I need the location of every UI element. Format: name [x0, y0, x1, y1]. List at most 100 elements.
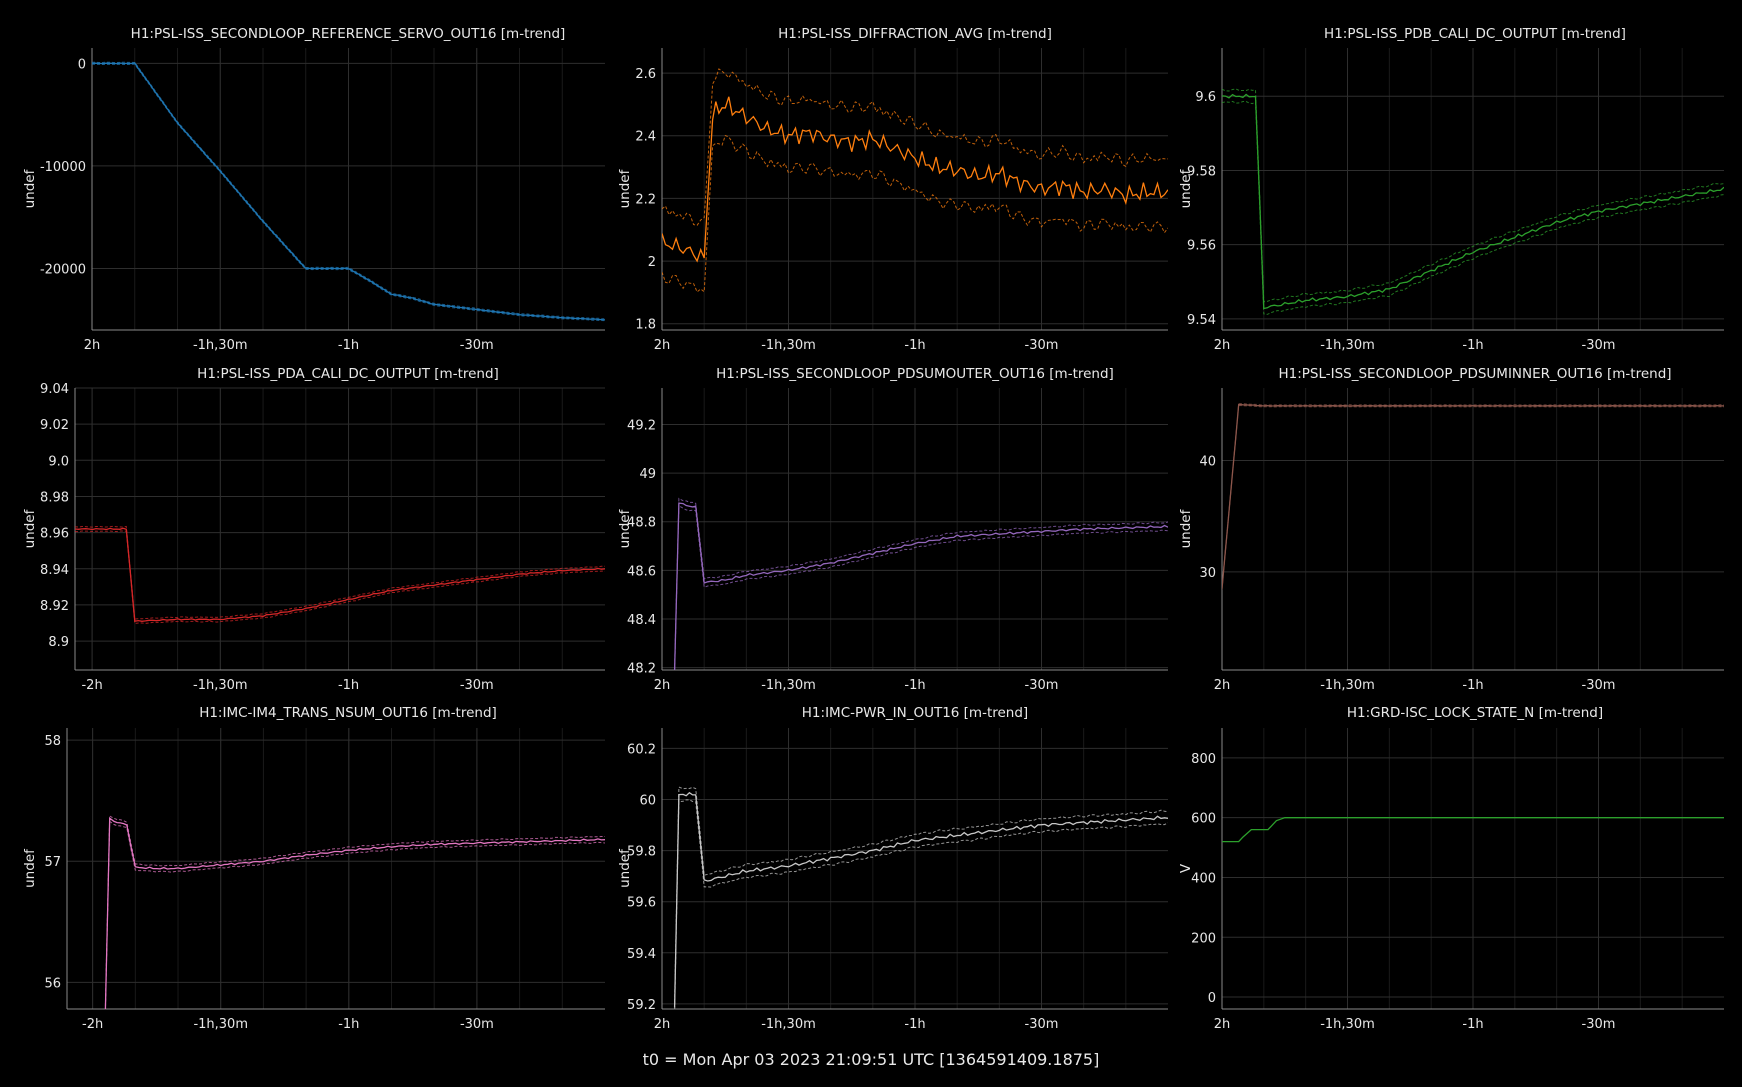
series-max-line: [662, 68, 1168, 226]
x-tick-label: -1h: [1462, 338, 1483, 353]
x-tick-label: -1h,30m: [1320, 338, 1375, 353]
series-min-line: [1222, 100, 1724, 315]
y-tick-label: 800: [1191, 752, 1216, 767]
y-tick-label: -20000: [40, 262, 86, 277]
chart-title: H1:IMC-PWR_IN_OUT16 [m-trend]: [802, 705, 1028, 721]
y-tick-label: 2.2: [635, 192, 656, 207]
x-tick-label: -1h: [904, 1017, 925, 1032]
x-tick-label: 2h: [654, 1017, 671, 1032]
panel-3: H1:PSL-ISS_PDB_CALI_DC_OUTPUT [m-trend] 2…: [1178, 26, 1724, 353]
x-tick-label: -1h: [904, 678, 925, 693]
y-tick-label: 9.6: [1195, 90, 1216, 105]
x-tick-label: -1h: [338, 338, 359, 353]
x-tick-label: -30m: [1025, 1017, 1059, 1032]
y-tick-label: 9.02: [40, 418, 69, 433]
y-tick-label: 57: [44, 855, 61, 870]
series-min-line: [674, 504, 1168, 670]
y-tick-label: 30: [1199, 566, 1216, 581]
y-tick-label: 9.58: [1187, 164, 1216, 179]
x-tick-label: -30m: [1582, 1017, 1616, 1032]
series-mean-line: [673, 502, 1168, 670]
y-tick-label: 400: [1191, 871, 1216, 886]
x-tick-label: -1h,30m: [761, 1017, 816, 1032]
y-axis-label: undef: [22, 168, 38, 208]
footer-t0: t0 = Mon Apr 03 2023 21:09:51 UTC [13645…: [642, 1050, 1100, 1069]
series-min-line: [1222, 404, 1724, 590]
y-tick-label: 49.2: [627, 418, 656, 433]
x-tick-label: 2h: [654, 338, 671, 353]
y-tick-label: 59.4: [627, 947, 656, 962]
y-tick-label: 9.04: [40, 382, 69, 397]
y-tick-label: 58: [44, 734, 61, 749]
y-tick-label: 48.6: [627, 564, 656, 579]
x-tick-label: -1h,30m: [761, 338, 816, 353]
panel-2: H1:PSL-ISS_DIFFRACTION_AVG [m-trend] 2h -1…: [617, 26, 1168, 353]
series-mean-line: [662, 96, 1168, 263]
y-axis-label: undef: [1178, 508, 1194, 548]
y-tick-label: 200: [1191, 931, 1216, 946]
y-axis-label: undef: [617, 848, 633, 888]
x-tick-label: -30m: [460, 338, 494, 353]
y-axis-label: undef: [1178, 168, 1194, 208]
y-tick-label: 2.4: [635, 130, 656, 145]
x-tick-label: -1h,30m: [1320, 1017, 1375, 1032]
x-tick-label: 2h: [1214, 678, 1231, 693]
y-tick-label: 9.56: [1187, 239, 1216, 254]
y-tick-label: 60: [639, 794, 656, 809]
panel-5: H1:PSL-ISS_SECONDLOOP_PDSUMOUTER_OUT16 […: [617, 366, 1168, 693]
x-tick-label: -1h,30m: [193, 338, 248, 353]
y-axis-label: V: [1178, 863, 1194, 873]
series-max-line: [674, 786, 1168, 1003]
panel-8: H1:IMC-PWR_IN_OUT16 [m-trend] 2h -1h,30m -1…: [617, 705, 1168, 1032]
x-tick-label: 2h: [1214, 338, 1231, 353]
y-axis-label: undef: [617, 508, 633, 548]
panel-9: H1:GRD-ISC_LOCK_STATE_N [m-trend] 2h -1h,3…: [1178, 705, 1724, 1032]
series-min-line: [104, 820, 605, 1009]
chart-title: H1:PSL-ISS_PDB_CALI_DC_OUTPUT [m-trend]: [1324, 26, 1626, 42]
series-mean-line: [1222, 403, 1724, 589]
series-mean-line: [92, 62, 605, 321]
x-tick-label: -1h,30m: [1320, 678, 1375, 693]
x-tick-label: -2h: [81, 678, 102, 693]
y-tick-label: 9.54: [1187, 313, 1216, 328]
y-axis-label: undef: [22, 848, 38, 888]
y-tick-label: 0: [1208, 991, 1216, 1006]
x-tick-label: -30m: [1025, 338, 1059, 353]
x-tick-label: -30m: [460, 1017, 494, 1032]
y-tick-label: 60.2: [627, 742, 656, 757]
x-tick-label: -30m: [1025, 678, 1059, 693]
x-tick-label: -30m: [1582, 338, 1616, 353]
panel-1: H1:PSL-ISS_SECONDLOOP_REFERENCE_SERVO_OU…: [22, 26, 605, 353]
y-tick-label: 40: [1199, 454, 1216, 469]
y-tick-label: 8.94: [40, 563, 69, 578]
chart-title: H1:PSL-ISS_SECONDLOOP_REFERENCE_SERVO_OU…: [131, 26, 566, 42]
series-max-line: [674, 497, 1168, 667]
y-tick-label: 8.9: [48, 635, 69, 650]
series-min-line: [674, 799, 1168, 1009]
y-tick-label: 59.6: [627, 896, 656, 911]
y-tick-label: 49: [639, 467, 656, 482]
x-tick-label: -1h: [1462, 678, 1483, 693]
y-tick-label: 8.96: [40, 527, 69, 542]
y-tick-label: 48.2: [627, 662, 656, 677]
x-tick-label: 2h: [1214, 1017, 1231, 1032]
panel-4: H1:PSL-ISS_PDA_CALI_DC_OUTPUT [m-trend] -…: [22, 366, 605, 693]
chart-title: H1:PSL-ISS_SECONDLOOP_PDSUMOUTER_OUT16 […: [716, 366, 1114, 382]
y-tick-label: 59.2: [627, 998, 656, 1013]
x-tick-label: -2h: [82, 1017, 103, 1032]
chart-title: H1:PSL-ISS_PDA_CALI_DC_OUTPUT [m-trend]: [197, 366, 499, 382]
x-tick-label: -30m: [1582, 678, 1616, 693]
chart-title: H1:PSL-ISS_DIFFRACTION_AVG [m-trend]: [778, 26, 1052, 42]
x-tick-label: -1h,30m: [193, 1017, 248, 1032]
y-tick-label: 9.0: [48, 454, 69, 469]
y-tick-label: 8.92: [40, 599, 69, 614]
series-max-line: [1222, 88, 1724, 303]
series-mean-line: [75, 527, 605, 622]
panel-7: H1:IMC-IM4_TRANS_NSUM_OUT16 [m-trend] -2h…: [22, 705, 605, 1032]
series-min-line: [662, 134, 1168, 293]
x-tick-label: -1h,30m: [193, 678, 248, 693]
y-tick-label: 2: [648, 255, 656, 270]
chart-title: H1:PSL-ISS_SECONDLOOP_PDSUMINNER_OUT16 […: [1278, 366, 1671, 382]
x-tick-label: -30m: [460, 678, 494, 693]
